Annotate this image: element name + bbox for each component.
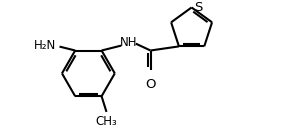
Text: H₂N: H₂N [34, 39, 57, 52]
Text: CH₃: CH₃ [96, 115, 117, 128]
Text: NH: NH [120, 36, 138, 49]
Text: S: S [194, 1, 203, 14]
Text: O: O [145, 78, 156, 91]
